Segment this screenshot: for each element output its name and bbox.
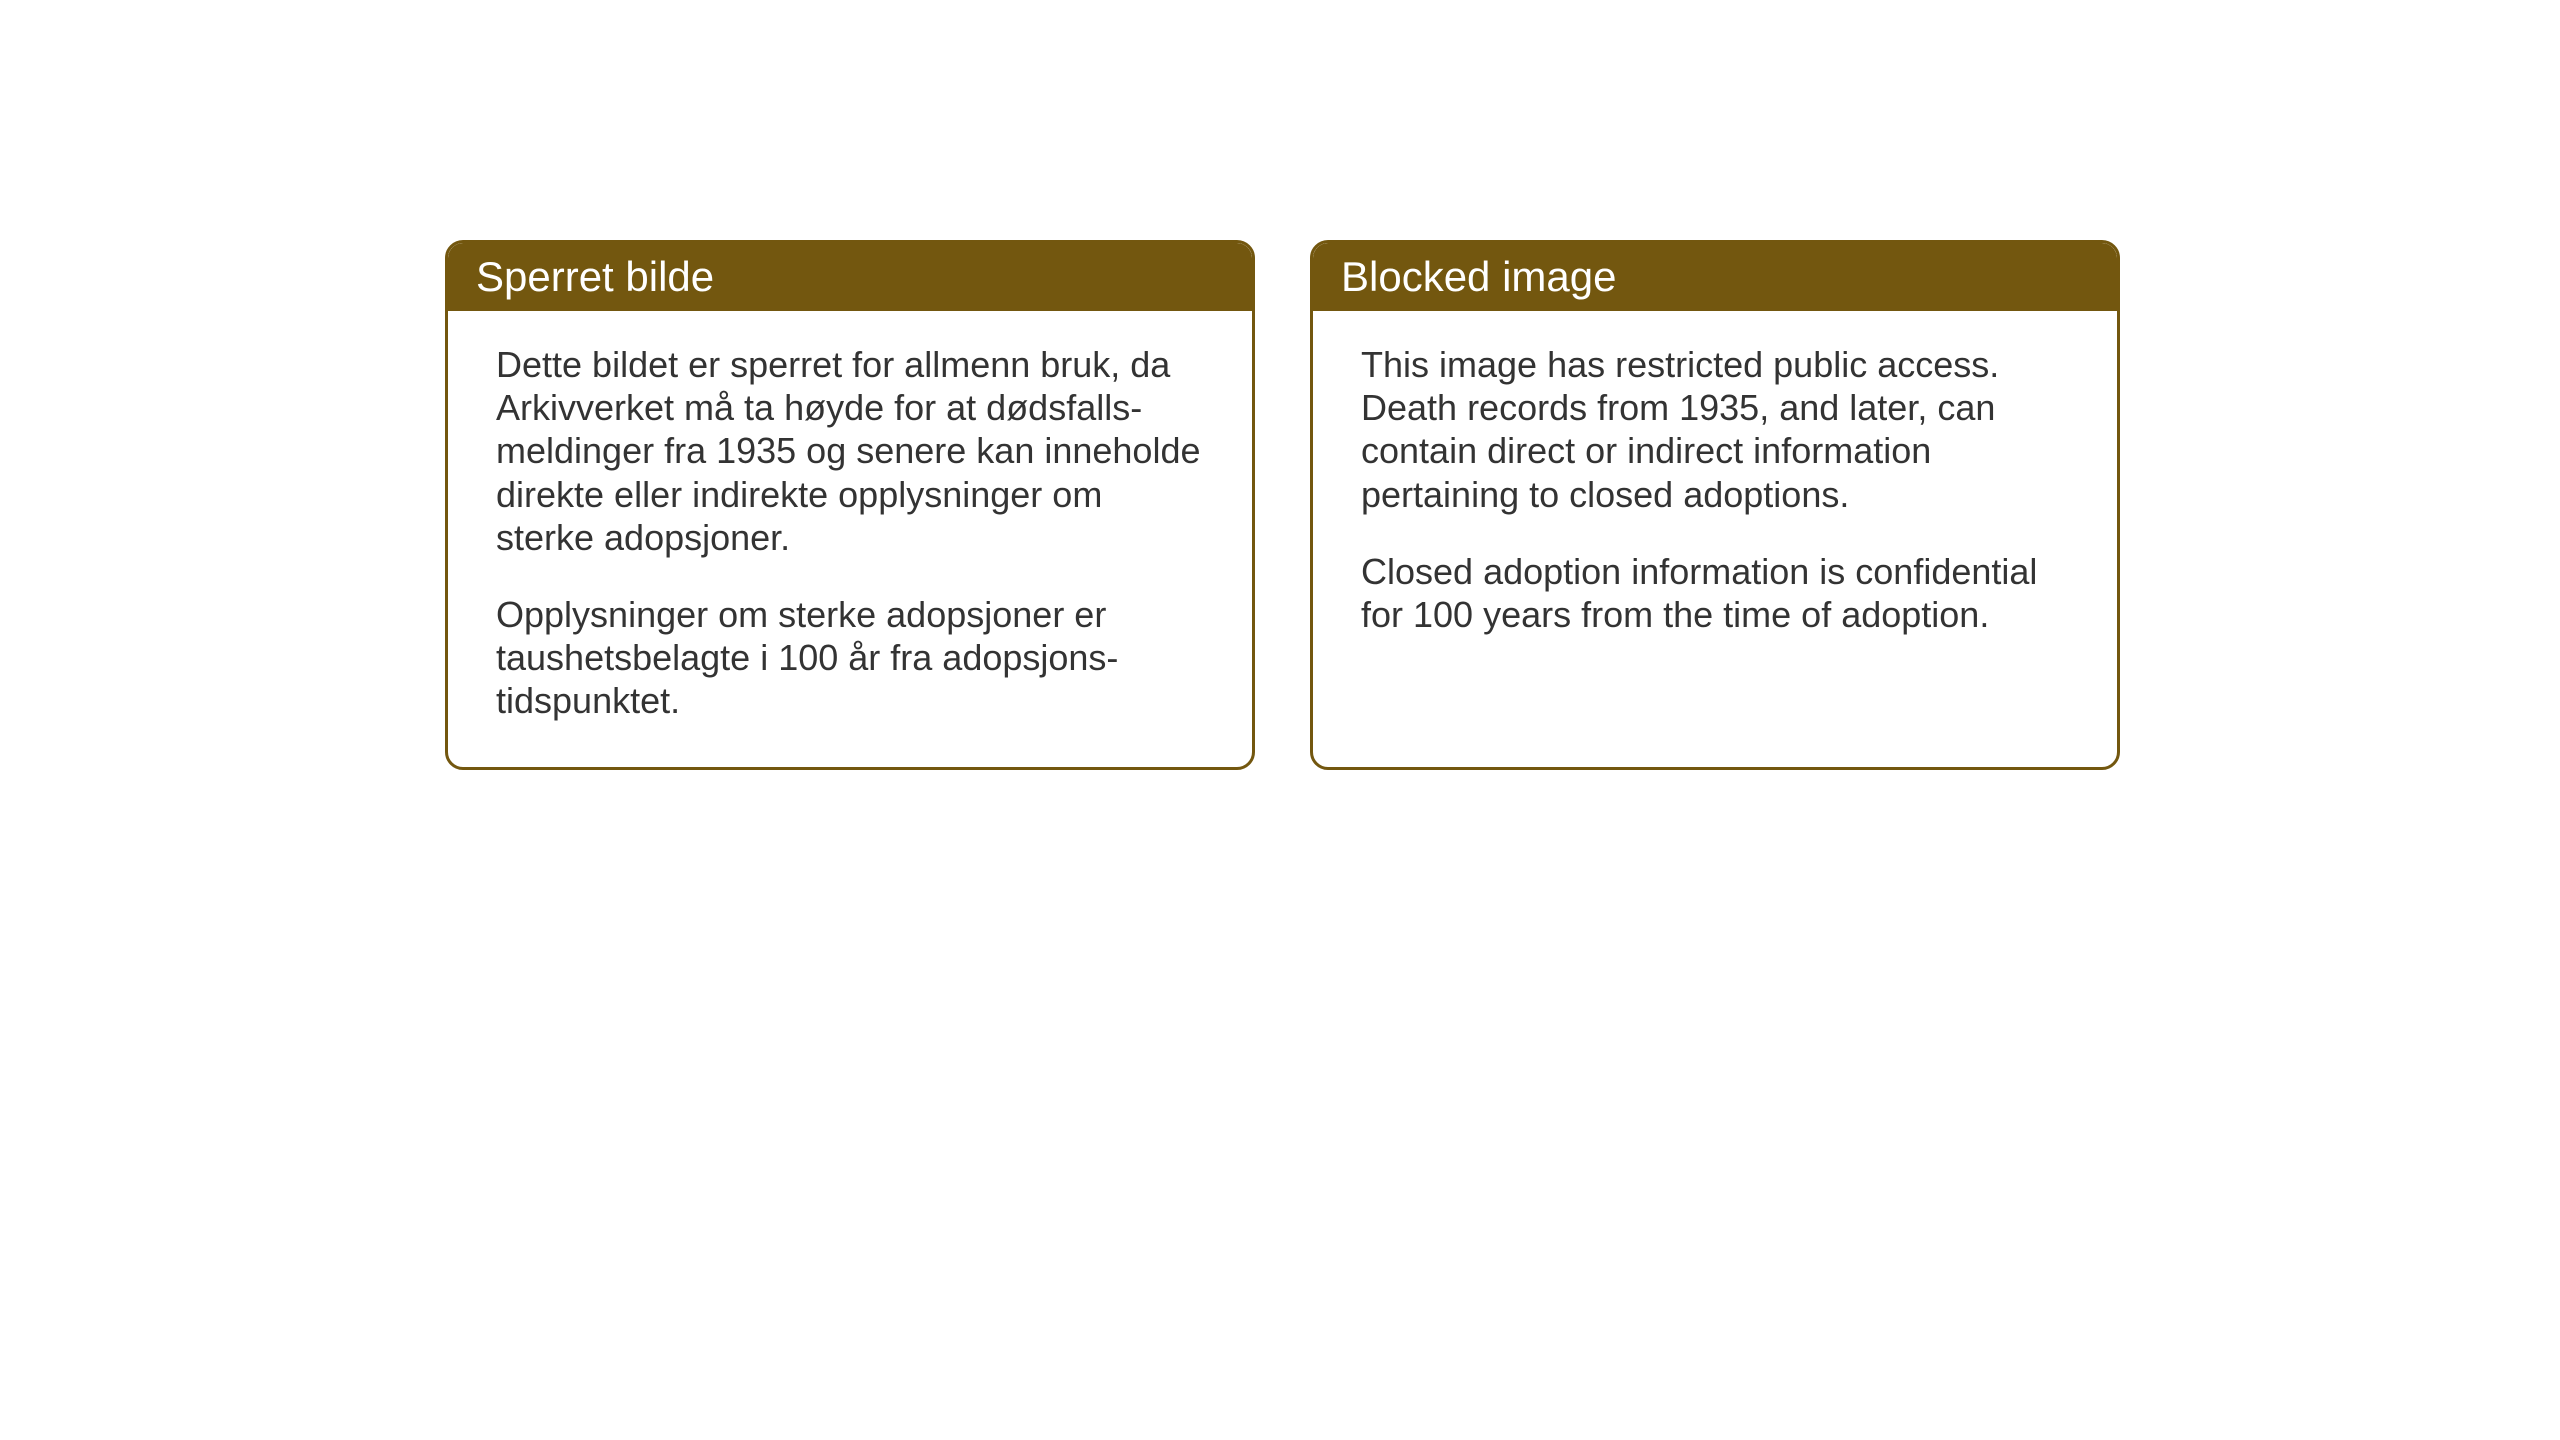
notice-card-english: Blocked image This image has restricted … [1310, 240, 2120, 770]
card-body-english: This image has restricted public access.… [1313, 311, 2117, 680]
card-paragraph-norwegian-2: Opplysninger om sterke adopsjoner er tau… [496, 593, 1204, 723]
card-title-english: Blocked image [1341, 253, 1616, 300]
notice-card-norwegian: Sperret bilde Dette bildet er sperret fo… [445, 240, 1255, 770]
card-paragraph-english-1: This image has restricted public access.… [1361, 343, 2069, 516]
card-header-norwegian: Sperret bilde [448, 243, 1252, 311]
card-header-english: Blocked image [1313, 243, 2117, 311]
card-paragraph-norwegian-1: Dette bildet er sperret for allmenn bruk… [496, 343, 1204, 559]
notice-container: Sperret bilde Dette bildet er sperret fo… [445, 240, 2120, 770]
card-title-norwegian: Sperret bilde [476, 253, 714, 300]
card-paragraph-english-2: Closed adoption information is confident… [1361, 550, 2069, 636]
card-body-norwegian: Dette bildet er sperret for allmenn bruk… [448, 311, 1252, 767]
